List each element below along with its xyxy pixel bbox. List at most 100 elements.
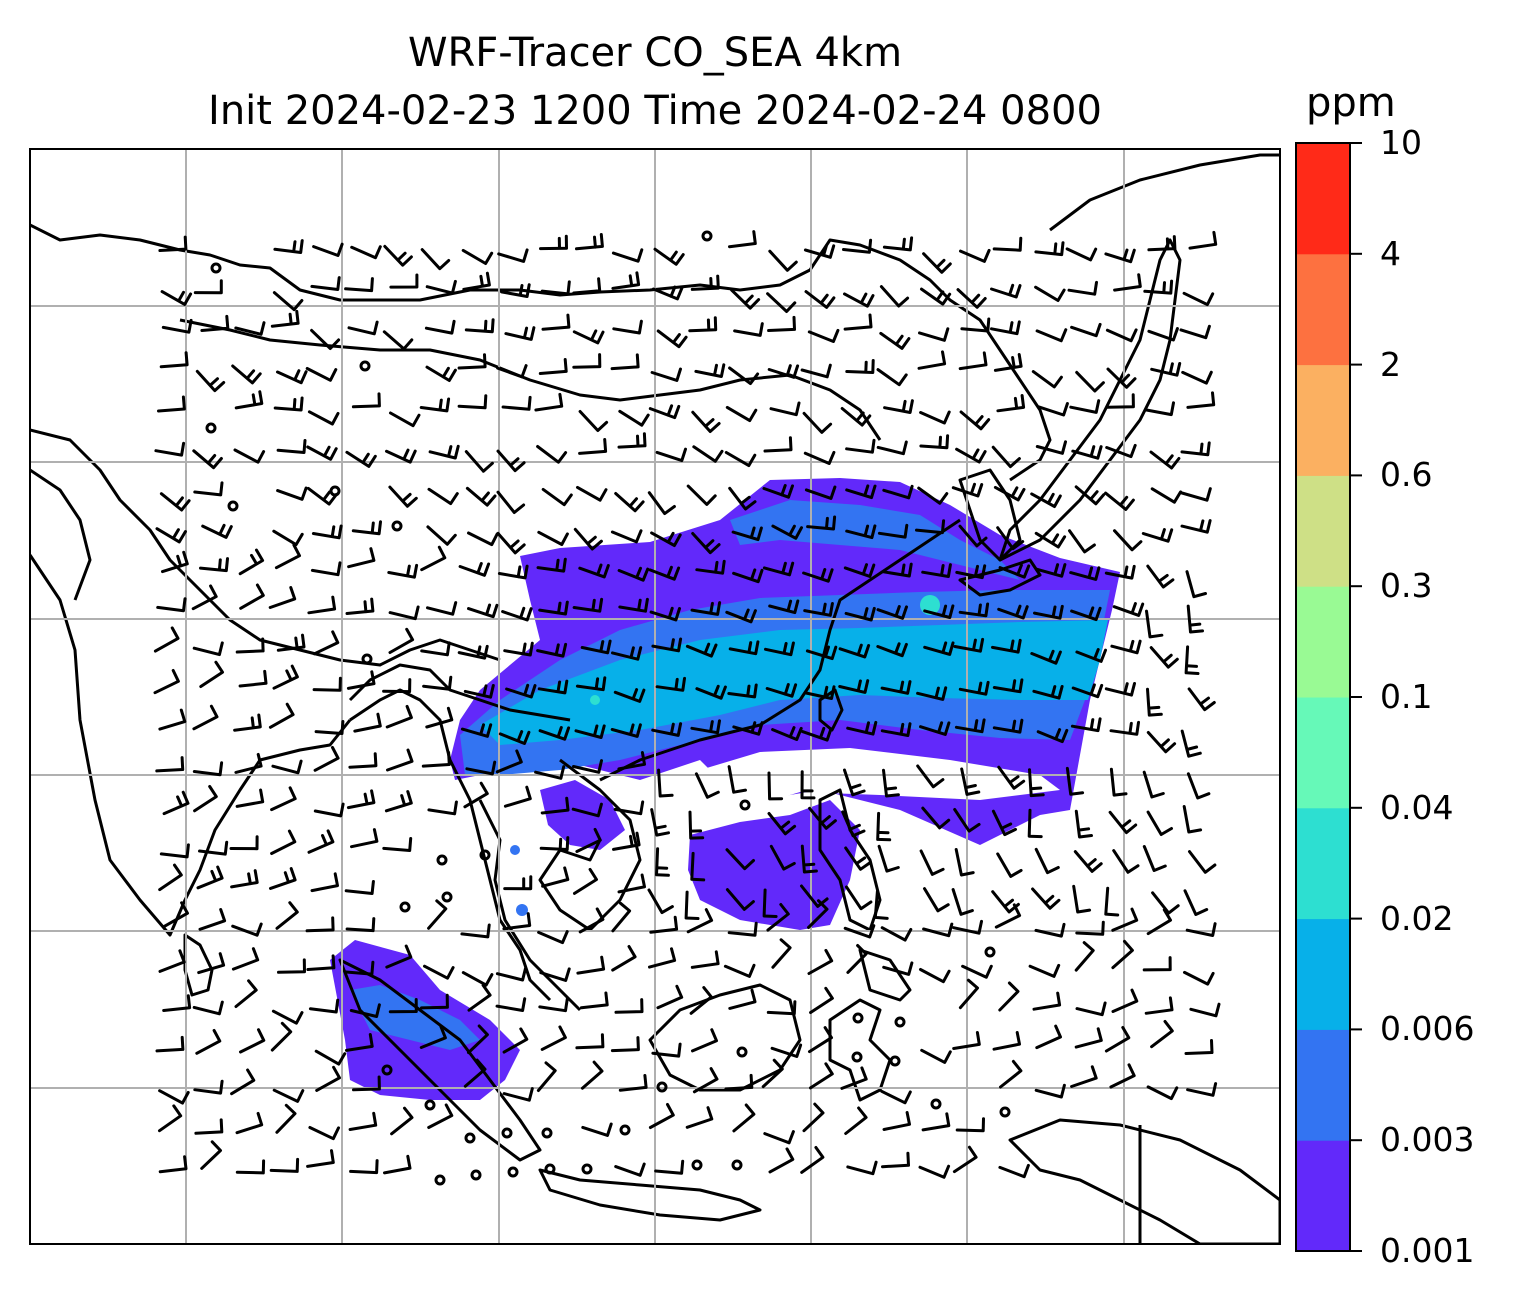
colorbar-frame <box>1295 142 1351 1252</box>
wind-barb <box>314 720 345 735</box>
wind-barb <box>953 637 985 653</box>
wind-barb <box>876 605 908 620</box>
wind-barb <box>917 486 949 505</box>
wind-barb <box>156 597 187 613</box>
wind-barb <box>802 568 834 583</box>
wind-barb <box>846 1160 878 1176</box>
wind-barb <box>882 961 914 976</box>
wind-barb <box>540 796 570 815</box>
wind-barb <box>618 1074 648 1092</box>
wind-barb <box>920 287 952 306</box>
wind-barb <box>843 292 875 308</box>
wind-barb <box>234 752 263 774</box>
wind-barb <box>348 1111 378 1131</box>
wind-barb <box>653 247 685 266</box>
wind-barb <box>951 888 974 916</box>
wind-barb <box>611 945 637 972</box>
wind-barb <box>268 586 297 609</box>
wind-barb <box>845 359 875 374</box>
wind-barb-calm <box>434 1174 446 1186</box>
wind-barb <box>502 1027 529 1054</box>
wind-barb <box>383 1154 412 1175</box>
wind-barb <box>953 808 981 833</box>
wind-barb <box>880 722 912 737</box>
wind-barb <box>388 485 418 508</box>
wind-barb <box>307 829 335 854</box>
wind-barb <box>1185 570 1207 599</box>
coast-japan-south <box>958 558 1042 597</box>
wind-barb <box>579 991 609 1010</box>
wind-barb <box>1185 922 1217 937</box>
wind-barb <box>1186 391 1216 409</box>
wind-barb <box>647 491 676 516</box>
wind-barb <box>807 899 829 929</box>
colorbar-segment <box>1296 364 1350 476</box>
wind-barb <box>802 411 833 434</box>
border-mongolia-china <box>179 318 882 441</box>
wind-barb <box>656 329 688 349</box>
border-china-west <box>30 428 501 667</box>
wind-barb <box>803 602 834 617</box>
wind-barb <box>199 660 224 688</box>
wind-barb-calm <box>501 1127 513 1139</box>
wind-barb-calm <box>441 891 453 903</box>
wind-barb <box>305 367 338 382</box>
wind-barb-calm <box>894 1016 906 1028</box>
wind-barb <box>1034 922 1066 938</box>
wind-barb <box>806 515 837 531</box>
wind-barb <box>727 921 758 937</box>
wind-barb <box>571 802 603 818</box>
wind-barb <box>846 720 878 736</box>
wind-barb <box>461 971 494 987</box>
wind-barb <box>308 998 340 1014</box>
wind-barb <box>843 563 876 578</box>
wind-barb <box>691 532 721 555</box>
wind-barb <box>1186 604 1204 634</box>
wind-barb <box>769 401 801 417</box>
wind-barb <box>344 880 375 895</box>
wind-barb <box>536 557 567 573</box>
wind-barb <box>345 1033 374 1052</box>
wind-barb <box>880 926 913 942</box>
colorbar-tick-label: 10 <box>1380 123 1422 162</box>
colorbar-segment <box>1296 1029 1350 1141</box>
wind-barb <box>540 280 571 296</box>
wind-barb <box>769 844 796 871</box>
wind-barb <box>610 1036 640 1053</box>
wind-barb <box>388 627 415 654</box>
wind-barb <box>959 410 991 431</box>
wind-barb <box>800 770 816 800</box>
wind-barb <box>576 955 606 975</box>
wind-barb <box>1030 492 1062 508</box>
wind-barb <box>844 846 872 871</box>
wind-barb <box>955 1117 985 1133</box>
wind-barb <box>497 248 529 263</box>
wind-barb <box>536 445 568 464</box>
wind-barb <box>876 368 908 387</box>
wind-barb <box>345 450 377 468</box>
wind-barb <box>960 317 991 333</box>
wind-barb-calm <box>619 1124 631 1136</box>
wind-barb <box>996 852 1023 878</box>
border-russia-china <box>30 223 1052 482</box>
wind-barb <box>881 1151 910 1169</box>
wind-barb <box>578 907 605 934</box>
wind-barb <box>1034 531 1067 549</box>
wind-barb <box>1189 1002 1221 1018</box>
wind-barb <box>457 394 488 410</box>
wind-barb <box>1105 443 1137 459</box>
wind-barb-calm <box>470 1169 482 1181</box>
wind-barb <box>610 723 642 738</box>
wind-barb <box>306 486 338 506</box>
wind-barb <box>694 363 726 378</box>
wind-barb <box>314 1049 347 1066</box>
wind-barb <box>1034 285 1066 302</box>
wind-barb <box>541 487 573 507</box>
wind-barb <box>1035 1024 1062 1050</box>
wind-barb <box>766 903 790 932</box>
wind-barb <box>732 568 764 584</box>
colorbar-unit: ppm <box>1306 80 1396 126</box>
wind-barb <box>1035 563 1067 578</box>
wind-barb <box>238 669 268 688</box>
wind-barb <box>464 450 494 473</box>
